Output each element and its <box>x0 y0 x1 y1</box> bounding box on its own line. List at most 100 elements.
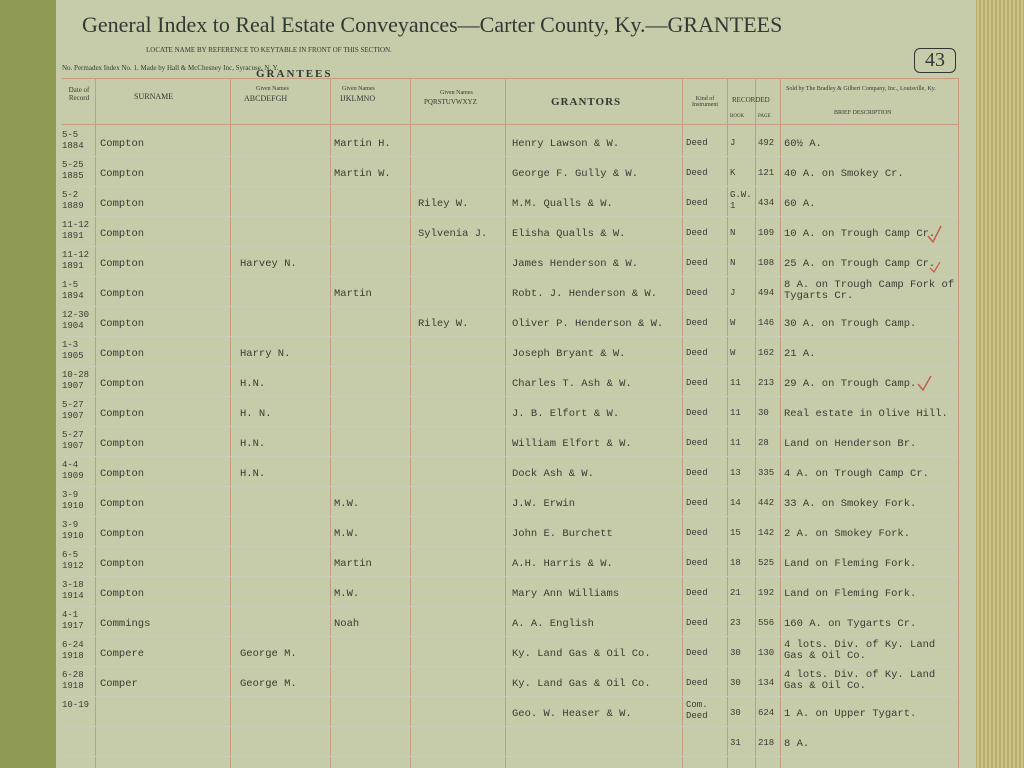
page: 434 <box>758 198 775 208</box>
kind: Deed <box>686 678 708 688</box>
row-rule <box>62 366 958 367</box>
row-rule <box>62 756 958 757</box>
page: 28 <box>758 438 769 448</box>
description: 4 lots. Div. of Ky. Land Gas & Oil Co. <box>784 669 936 692</box>
row-rule <box>62 546 958 547</box>
surname: Compton <box>100 168 145 180</box>
grantor: Ky. Land Gas & Oil Co. <box>512 648 651 660</box>
given-caption: Given Names <box>256 86 289 92</box>
surname: Compton <box>100 558 145 570</box>
date: 5-25 1885 <box>62 160 84 181</box>
date: 5-27 1907 <box>62 400 84 421</box>
page: 624 <box>758 708 775 718</box>
book: 21 <box>730 588 741 598</box>
given-ijklmno: Martin <box>334 288 372 300</box>
column-rule <box>505 78 506 768</box>
grantor: Joseph Bryant & W. <box>512 348 626 360</box>
surname: Compton <box>100 468 145 480</box>
description: 25 A. on Trough Camp Cr. <box>784 258 936 270</box>
rule <box>62 78 958 79</box>
page: 146 <box>758 318 775 328</box>
given-header: IJKLMNO <box>340 94 376 103</box>
row-rule <box>62 156 958 157</box>
book: 30 <box>730 678 741 688</box>
given-abcdefgh: George M. <box>240 678 297 690</box>
grantor: Geo. W. Heaser & W. <box>512 708 632 720</box>
given-ijklmno: M.W. <box>334 528 360 540</box>
description: 40 A. on Smokey Cr. <box>784 168 904 180</box>
date: 11-12 1891 <box>62 250 90 271</box>
book: 18 <box>730 558 741 568</box>
surname: Compton <box>100 228 145 240</box>
description: 29 A. on Trough Camp. <box>784 378 917 390</box>
row-rule <box>62 576 958 577</box>
book: 30 <box>730 648 741 658</box>
book: W <box>730 348 736 358</box>
column-rule <box>727 78 728 768</box>
date: 3-18 1914 <box>62 580 84 601</box>
kind: Deed <box>686 168 708 178</box>
page: 130 <box>758 648 775 658</box>
page: 134 <box>758 678 775 688</box>
given-ijklmno: M.W. <box>334 588 360 600</box>
grantees-header: GRANTEES <box>256 68 333 80</box>
date: 4-4 1909 <box>62 460 84 481</box>
check-marks <box>917 225 942 392</box>
book: 15 <box>730 528 741 538</box>
grantor: Dock Ash & W. <box>512 468 594 480</box>
grantor: John E. Burchett <box>512 528 613 540</box>
page: 121 <box>758 168 775 178</box>
page: 525 <box>758 558 775 568</box>
grantors-header: GRANTORS <box>551 96 622 108</box>
book: 30 <box>730 708 741 718</box>
book: G.W. 1 <box>730 190 752 211</box>
date: 5-2 1889 <box>62 190 84 211</box>
date: 11-12 1891 <box>62 220 90 241</box>
recorded-header: RECORDED <box>732 96 770 104</box>
kind: Deed <box>686 588 708 598</box>
surname: Compton <box>100 408 145 420</box>
column-rule <box>958 78 959 768</box>
kind: Deed <box>686 378 708 388</box>
column-rule <box>230 78 231 768</box>
given-pqrstuvwxyz: Riley W. <box>418 198 469 210</box>
kind: Com. Deed <box>686 700 708 721</box>
date: 10-28 1907 <box>62 370 90 391</box>
row-rule <box>62 666 958 667</box>
row-rule <box>62 636 958 637</box>
description: 30 A. on Trough Camp. <box>784 318 917 330</box>
page: 494 <box>758 288 775 298</box>
kind: Deed <box>686 438 708 448</box>
given-abcdefgh: Harry N. <box>240 348 291 360</box>
surname-header: SURNAME <box>134 92 174 101</box>
description: 8 A. on Trough Camp Fork of Tygarts Cr. <box>784 279 955 302</box>
row-rule <box>62 186 958 187</box>
kind: Deed <box>686 318 708 328</box>
description: Real estate in Olive Hill. <box>784 408 948 420</box>
description: 8 A. <box>784 738 810 750</box>
kind: Deed <box>686 528 708 538</box>
surname: Compton <box>100 528 145 540</box>
book: W <box>730 318 736 328</box>
given-pqrstuvwxyz: Sylvenia J. <box>418 228 488 240</box>
date: 1-5 1894 <box>62 280 84 301</box>
surname: Compton <box>100 318 145 330</box>
grantor: George F. Gully & W. <box>512 168 639 180</box>
description: 1 A. on Upper Tygart. <box>784 708 917 720</box>
kind: Deed <box>686 348 708 358</box>
surname: Compton <box>100 498 145 510</box>
surname: Compton <box>100 348 145 360</box>
date: 10-19 <box>62 700 90 710</box>
rule <box>62 124 958 125</box>
given-abcdefgh: George M. <box>240 648 297 660</box>
column-rule <box>410 78 411 768</box>
given-caption: Given Names <box>342 86 375 92</box>
page: 442 <box>758 498 775 508</box>
description: Land on Fleming Fork. <box>784 558 917 570</box>
given-abcdefgh: H.N. <box>240 378 266 390</box>
date: 12-30 1904 <box>62 310 90 331</box>
book: J <box>730 138 736 148</box>
row-rule <box>62 516 958 517</box>
date: 6-24 1918 <box>62 640 84 661</box>
